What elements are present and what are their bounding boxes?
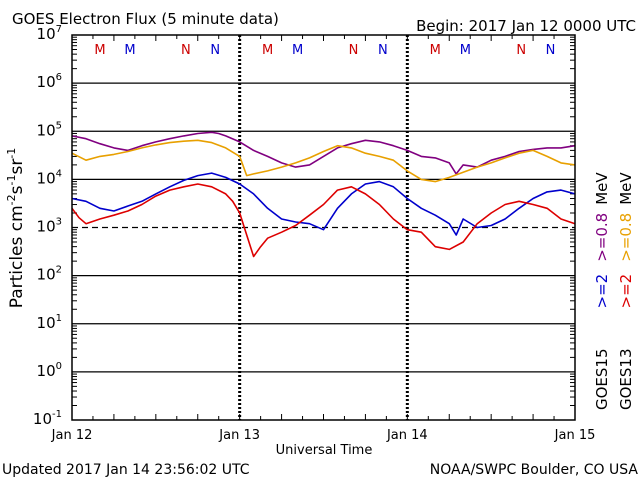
marker-m-8: M	[430, 43, 441, 58]
x-tick-label-0: Jan 12	[51, 428, 93, 443]
marker-n-10: N	[516, 43, 526, 58]
updated-timestamp: Updated 2017 Jan 14 23:56:02 UTC	[2, 462, 250, 478]
x-tick-labels: Jan 12 Jan 13 Jan 14 Jan 15	[51, 428, 596, 443]
x-tick-label-1: Jan 13	[218, 428, 260, 443]
marker-m-1: M	[124, 43, 135, 58]
marker-n-7: N	[378, 43, 388, 58]
marker-n-2: N	[181, 43, 191, 58]
x-tick-label-3: Jan 15	[554, 428, 596, 443]
legend-goes13-08mev: >=0.8	[617, 213, 635, 262]
legend-goes15-2mev: >=2	[593, 274, 611, 309]
grid-lines	[72, 35, 575, 420]
legend-goes13-label: GOES13	[617, 348, 635, 410]
legend-unit-2: MeV	[617, 172, 635, 205]
y-tick-labels: 107 106 105 104 103 102 101 100 10-1	[33, 24, 62, 428]
marker-n-11: N	[546, 43, 556, 58]
series-g13_08	[71, 139, 576, 183]
y-axis-label: Particles cm-2s-1sr-1	[5, 148, 27, 309]
y-tick-label-4: 103	[37, 217, 62, 236]
y-tick-label-0: 107	[37, 24, 62, 43]
y-tick-label-7: 100	[37, 361, 62, 380]
legend-goes15-08mev: >=0.8	[593, 213, 611, 262]
marker-m-4: M	[262, 43, 273, 58]
legend: GOES15 >=2 >=0.8 MeV GOES13 >=2 >=0.8 MeV	[593, 172, 635, 410]
y-tick-label-8: 10-1	[33, 409, 62, 428]
marker-m-0: M	[94, 43, 105, 58]
marker-m-5: M	[292, 43, 303, 58]
y-tick-label-1: 106	[37, 72, 62, 91]
chart-title: GOES Electron Flux (5 minute data)	[12, 10, 279, 28]
begin-date: Begin: 2017 Jan 12 0000 UTC	[416, 17, 636, 35]
marker-m-9: M	[460, 43, 471, 58]
legend-goes13-2mev: >=2	[617, 274, 635, 309]
plot-frame	[71, 34, 576, 421]
series-lines	[71, 131, 576, 258]
series-g15_2	[71, 172, 576, 236]
y-tick-label-5: 102	[37, 265, 62, 284]
series-g15_08	[71, 131, 576, 175]
legend-unit-1: MeV	[593, 172, 611, 205]
legend-goes15: GOES15 >=2 >=0.8 MeV	[593, 172, 611, 410]
y-tick-label-2: 105	[37, 120, 62, 139]
legend-goes15-label: GOES15	[593, 348, 611, 410]
x-axis-label: Universal Time	[276, 443, 373, 458]
marker-n-6: N	[349, 43, 359, 58]
y-tick-label-6: 101	[37, 313, 62, 332]
data-source: NOAA/SWPC Boulder, CO USA	[430, 462, 639, 478]
legend-goes13: GOES13 >=2 >=0.8 MeV	[617, 172, 635, 410]
series-g13_2	[71, 183, 576, 258]
y-tick-label-3: 104	[37, 168, 62, 187]
x-tick-label-2: Jan 14	[386, 428, 428, 443]
marker-n-3: N	[210, 43, 220, 58]
